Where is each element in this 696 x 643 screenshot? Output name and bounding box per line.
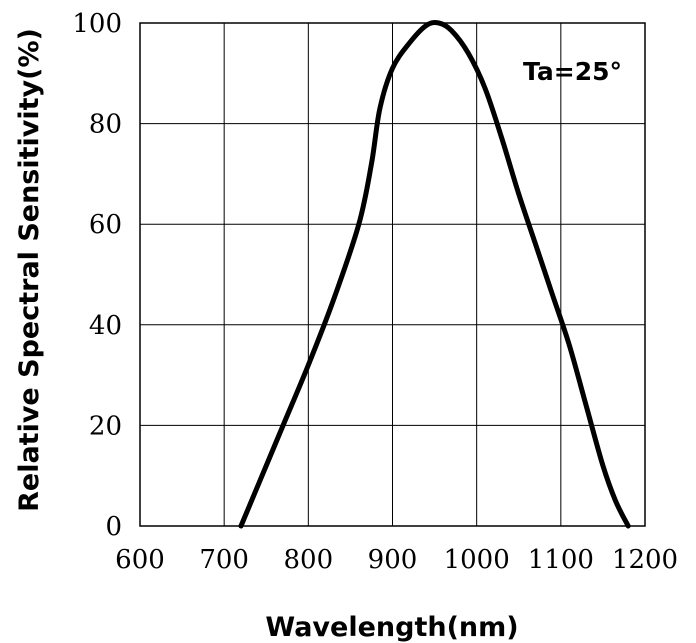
x-tick-label: 800 [284,545,334,575]
x-axis-title: Wavelength(nm) [265,612,518,643]
x-axis-ticks: 600 700 800 900 1000 1100 1200 [115,545,678,575]
x-tick-label: 700 [199,545,249,575]
plot-frame [139,22,646,527]
y-tick-label: 80 [89,110,122,140]
y-tick-label: 40 [89,311,122,341]
x-tick-label: 1200 [612,545,678,575]
y-axis-title: Relative Spectral Sensitivity(%) [14,28,45,512]
x-tick-label: 600 [115,545,165,575]
y-tick-label: 60 [89,210,122,240]
series-group [238,20,631,529]
y-tick-label: 100 [72,9,122,39]
y-tick-label: 0 [105,512,122,542]
sensitivity-curve [238,20,631,529]
y-axis-ticks: 0 20 40 60 80 100 [72,9,122,542]
x-tick-label: 1100 [528,545,594,575]
temperature-annotation: Ta=25° [523,57,622,86]
x-tick-label: 900 [368,545,418,575]
x-tick-label: 1000 [444,545,510,575]
y-tick-label: 20 [89,411,122,441]
